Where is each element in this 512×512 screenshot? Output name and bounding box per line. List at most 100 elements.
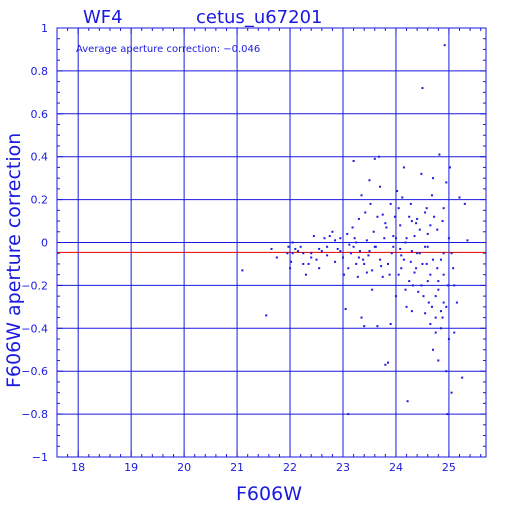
data-point <box>404 241 407 244</box>
data-point <box>304 273 307 276</box>
data-point <box>433 215 436 218</box>
data-point <box>365 239 368 242</box>
data-point <box>241 269 244 272</box>
corner-label: WF4 <box>83 7 123 28</box>
data-point <box>442 301 445 304</box>
y-axis-label: F606W aperture correction <box>3 133 25 388</box>
data-point <box>446 413 449 416</box>
data-point <box>402 258 405 261</box>
data-point <box>400 267 403 270</box>
x-axis-label: F606W <box>236 483 302 505</box>
data-point <box>367 254 370 257</box>
data-point <box>318 267 321 270</box>
data-point <box>312 235 315 238</box>
data-point <box>381 213 384 216</box>
data-point <box>429 224 432 227</box>
data-point <box>334 260 337 263</box>
data-point <box>302 262 305 265</box>
data-point <box>442 252 445 255</box>
data-point <box>389 323 392 326</box>
data-point <box>363 262 366 265</box>
data-point <box>442 207 445 210</box>
x-tick-label: 18 <box>71 461 85 474</box>
data-point <box>405 305 408 308</box>
data-point <box>344 307 347 310</box>
data-point <box>455 301 458 304</box>
data-point <box>357 217 360 220</box>
data-point <box>289 267 292 270</box>
y-tick-label: 0.8 <box>31 65 49 78</box>
data-point <box>364 211 367 214</box>
data-point <box>410 250 413 253</box>
data-point <box>346 232 349 235</box>
data-point <box>410 310 413 313</box>
data-point <box>413 271 416 274</box>
data-point <box>380 265 383 268</box>
data-point <box>397 207 400 210</box>
data-point <box>290 260 293 263</box>
data-point <box>379 185 382 188</box>
data-point <box>429 273 432 276</box>
data-point <box>318 247 321 250</box>
data-point <box>347 267 350 270</box>
data-point <box>401 196 404 199</box>
grid-lines <box>57 27 486 458</box>
data-point <box>376 215 379 218</box>
x-tick-labels: 18 19 20 21 22 23 24 25 <box>71 461 456 474</box>
data-point <box>392 235 395 238</box>
data-point <box>439 310 442 313</box>
data-point <box>342 256 344 259</box>
data-point <box>339 250 342 253</box>
data-point <box>326 245 329 248</box>
data-point <box>402 166 405 169</box>
data-point <box>347 413 350 416</box>
data-point <box>390 252 393 255</box>
data-point <box>394 295 397 298</box>
x-tick-label: 19 <box>124 461 138 474</box>
data-point <box>355 241 358 244</box>
data-point <box>389 202 392 205</box>
data-point <box>429 323 432 326</box>
data-point <box>437 359 440 362</box>
data-point <box>427 301 430 304</box>
data-point <box>320 250 323 253</box>
x-tick-label: 24 <box>389 461 403 474</box>
data-point <box>432 258 435 261</box>
data-point <box>436 228 439 231</box>
data-point <box>381 275 384 278</box>
data-point <box>453 284 456 287</box>
data-point <box>420 284 423 287</box>
y-tick-label: −0.4 <box>21 322 48 335</box>
axis-ticks <box>56 27 486 458</box>
data-point <box>356 275 359 278</box>
data-point <box>384 363 387 366</box>
data-point <box>461 376 464 379</box>
data-point <box>411 284 414 287</box>
data-point <box>437 288 440 291</box>
data-point <box>270 247 273 250</box>
data-point <box>371 288 374 291</box>
y-tick-label: 1 <box>41 22 48 35</box>
data-point <box>399 247 402 250</box>
data-point <box>299 245 302 248</box>
data-point <box>357 256 360 259</box>
y-tick-labels: −1 −0.8 −0.6 −0.4 −0.2 0 0.2 0.4 0.6 0.8 1 <box>21 22 48 464</box>
data-point <box>432 348 435 351</box>
data-point <box>343 273 346 276</box>
data-point <box>421 262 424 265</box>
data-point <box>450 252 453 255</box>
data-point <box>408 215 411 218</box>
y-tick-label: 0 <box>41 237 48 250</box>
y-tick-label: −1 <box>32 451 48 464</box>
data-point <box>437 280 440 283</box>
data-point <box>326 254 329 257</box>
data-point <box>392 245 395 248</box>
data-point <box>415 267 418 270</box>
x-tick-label: 20 <box>177 461 191 474</box>
x-tick-label: 25 <box>442 461 456 474</box>
data-point <box>383 237 386 240</box>
data-point <box>373 157 376 160</box>
data-point <box>387 262 390 265</box>
data-point <box>404 288 407 291</box>
data-point <box>463 202 466 205</box>
